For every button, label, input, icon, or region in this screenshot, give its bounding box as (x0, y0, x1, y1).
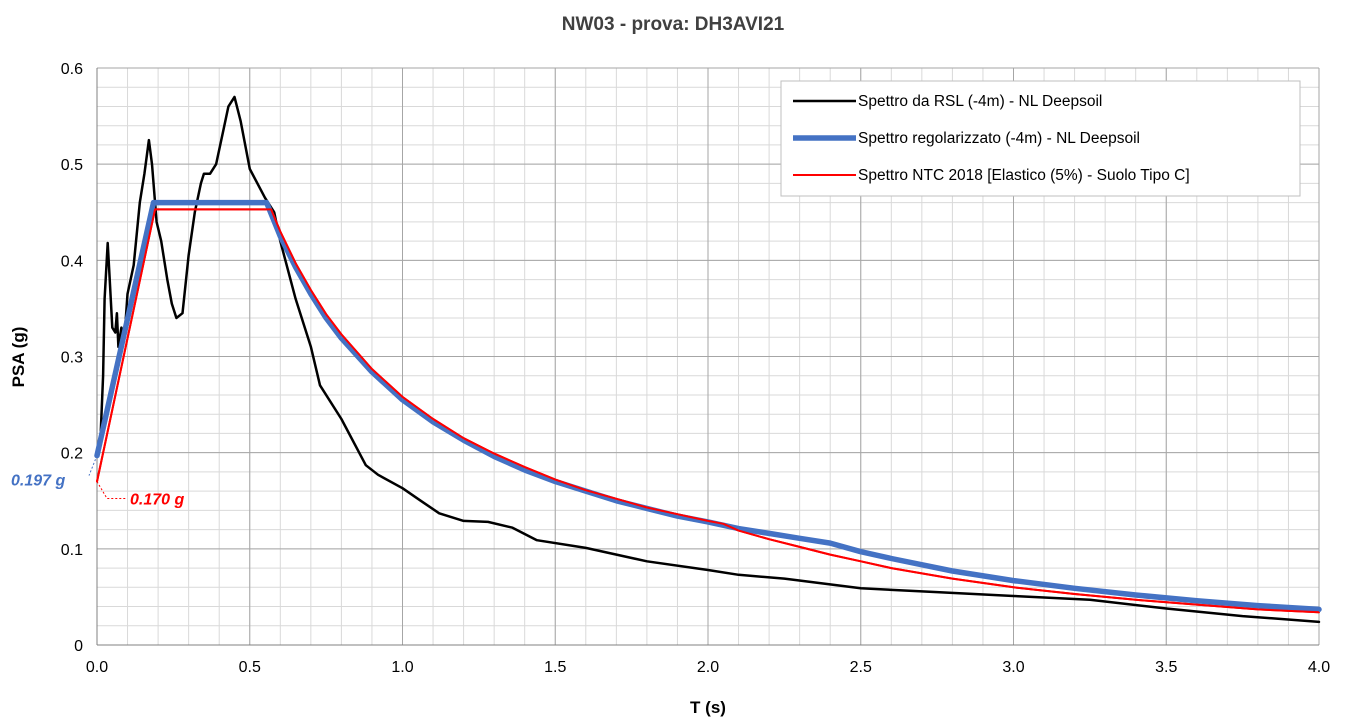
chart-title: NW03 - prova: DH3AVI21 (562, 14, 785, 35)
x-axis-title: T (s) (690, 698, 726, 717)
x-tick-label: 3.0 (1002, 659, 1024, 676)
y-tick-label: 0 (74, 638, 83, 655)
annotation-label-170: 0.170 g (130, 492, 184, 509)
x-tick-label: 4.0 (1308, 659, 1330, 676)
series-line-3-overlay (96, 208, 1320, 614)
series-line-2 (94, 199, 1322, 613)
y-tick-label: 0.2 (61, 446, 83, 463)
legend: Spettro da RSL (-4m) - NL Deepsoil Spettr… (780, 80, 1301, 197)
x-tick-label: 2.0 (697, 659, 719, 676)
legend-box (780, 80, 1301, 197)
x-tick-label: 1.5 (544, 659, 566, 676)
y-tick-label: 0.1 (61, 542, 83, 559)
x-tick-label: 3.5 (1155, 659, 1177, 676)
series (94, 95, 1322, 624)
y-tick-label: 0.3 (61, 350, 83, 367)
annotation-label-197: 0.197 g (11, 473, 65, 490)
x-tick-label: 0.5 (239, 659, 261, 676)
axes: 0.0 0.5 1.0 1.5 2.0 2.5 3.0 3.5 4.0 0 0.1 0.2 0.3 0.4… (61, 61, 1330, 676)
y-axis-title: PSA (g) (9, 327, 28, 388)
annotations: 0.197 g 0.170 g (11, 455, 184, 509)
legend-label-2: Spettro regolarizzato (-4m) - NL Deepsoi… (858, 130, 1140, 147)
y-tick-label: 0.4 (61, 253, 83, 270)
x-tick-label: 1.0 (391, 659, 413, 676)
annotation-leader-197 (88, 455, 98, 476)
x-tick-label: 0.0 (86, 659, 108, 676)
y-tick-label: 0.6 (61, 61, 83, 78)
legend-label-3: Spettro NTC 2018 [Elastico (5%) - Suolo … (858, 167, 1190, 184)
x-tick-label: 2.5 (850, 659, 872, 676)
legend-label-1: Spettro da RSL (-4m) - NL Deepsoil (858, 93, 1102, 110)
y-tick-label: 0.5 (61, 157, 83, 174)
annotation-leader-170 (96, 481, 127, 500)
